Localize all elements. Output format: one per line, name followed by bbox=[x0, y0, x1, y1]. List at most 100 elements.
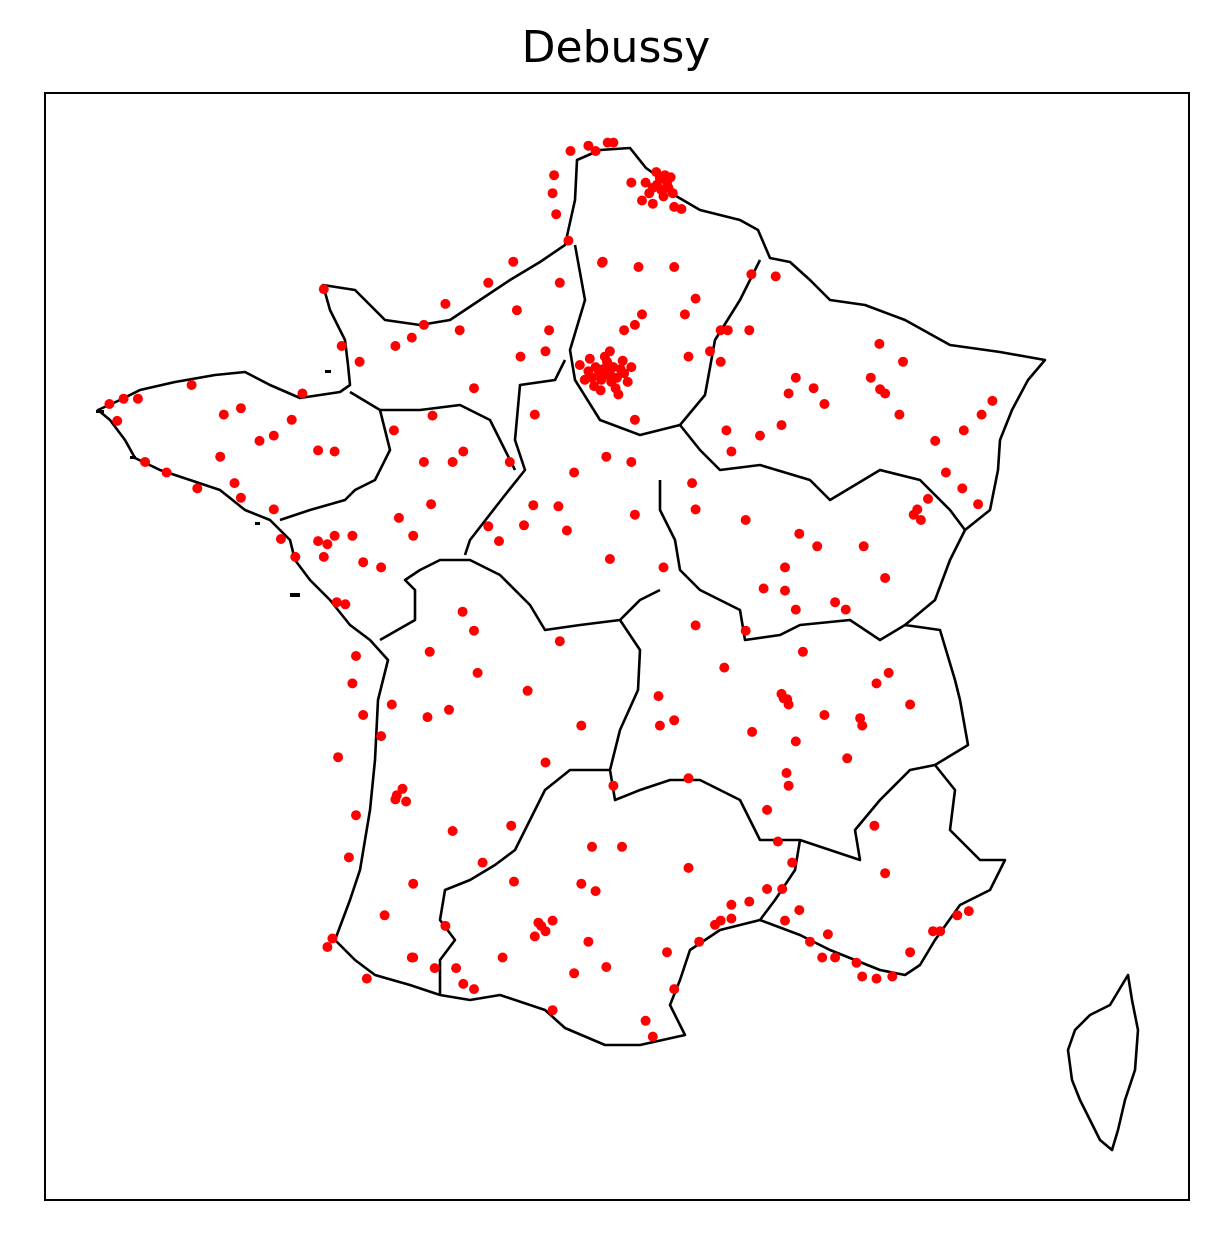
data-point bbox=[619, 368, 630, 379]
data-point bbox=[797, 646, 808, 657]
data-point bbox=[318, 551, 329, 562]
data-point bbox=[565, 146, 576, 156]
data-point bbox=[511, 305, 522, 316]
data-point bbox=[569, 968, 580, 979]
data-point bbox=[494, 536, 504, 547]
region-border bbox=[608, 619, 936, 862]
data-point bbox=[629, 414, 640, 425]
data-point bbox=[132, 393, 143, 404]
map-outline bbox=[96, 146, 1140, 1152]
data-point bbox=[963, 906, 974, 917]
data-point bbox=[715, 915, 726, 926]
region-border bbox=[279, 409, 392, 522]
data-point bbox=[254, 435, 265, 446]
data-point bbox=[758, 583, 769, 594]
data-point bbox=[858, 541, 869, 552]
data-point bbox=[669, 262, 680, 272]
data-point bbox=[715, 356, 726, 367]
data-point bbox=[690, 293, 701, 304]
data-point bbox=[376, 562, 387, 573]
data-point bbox=[880, 868, 891, 879]
data-point bbox=[819, 399, 830, 409]
data-point bbox=[397, 783, 408, 794]
data-point bbox=[887, 971, 898, 982]
data-point bbox=[653, 691, 664, 702]
region-border bbox=[678, 424, 967, 531]
data-point bbox=[547, 1005, 558, 1016]
data-point bbox=[794, 905, 805, 916]
data-point bbox=[726, 913, 737, 924]
data-point bbox=[440, 298, 451, 309]
data-point bbox=[590, 146, 601, 156]
data-point bbox=[519, 520, 529, 531]
data-point bbox=[215, 451, 226, 462]
data-point bbox=[540, 346, 551, 357]
data-point bbox=[540, 926, 551, 937]
data-point bbox=[790, 604, 801, 615]
data-point bbox=[551, 209, 562, 220]
data-point bbox=[808, 383, 819, 394]
data-point bbox=[583, 936, 594, 947]
data-point bbox=[390, 794, 401, 805]
data-point bbox=[192, 483, 203, 494]
data-point bbox=[426, 499, 437, 510]
data-point bbox=[506, 820, 517, 831]
data-point bbox=[361, 973, 372, 984]
data-point bbox=[336, 341, 347, 351]
data-point bbox=[544, 325, 555, 336]
data-point bbox=[583, 366, 594, 377]
region-border bbox=[438, 768, 610, 995]
data-point bbox=[118, 393, 129, 404]
data-point bbox=[690, 504, 701, 515]
data-point bbox=[587, 841, 597, 852]
data-point bbox=[744, 896, 755, 907]
data-point bbox=[576, 720, 587, 731]
data-point bbox=[626, 362, 637, 373]
data-point bbox=[772, 836, 783, 847]
island-mark bbox=[325, 370, 331, 373]
data-point bbox=[617, 355, 628, 366]
data-point bbox=[554, 636, 565, 647]
data-point bbox=[358, 557, 369, 568]
island-mark bbox=[96, 410, 104, 413]
data-point bbox=[604, 346, 615, 357]
data-point bbox=[313, 536, 324, 547]
data-point bbox=[472, 667, 483, 678]
data-point bbox=[905, 699, 916, 710]
data-point bbox=[393, 512, 404, 523]
data-point bbox=[869, 820, 880, 831]
data-point bbox=[422, 712, 433, 723]
data-point bbox=[851, 957, 862, 968]
data-point bbox=[679, 309, 690, 320]
data-point bbox=[719, 662, 730, 673]
region-border bbox=[463, 359, 567, 556]
data-point bbox=[762, 804, 773, 815]
data-point bbox=[351, 810, 361, 821]
data-point bbox=[857, 720, 868, 731]
data-point bbox=[762, 884, 773, 894]
data-point bbox=[447, 457, 458, 467]
data-point bbox=[469, 383, 479, 394]
data-point bbox=[440, 920, 451, 931]
data-point bbox=[161, 467, 172, 478]
data-point bbox=[780, 585, 790, 596]
data-point bbox=[721, 425, 732, 436]
data-point bbox=[579, 374, 590, 385]
data-point bbox=[640, 1015, 651, 1026]
data-point bbox=[590, 886, 601, 897]
data-point bbox=[822, 929, 833, 940]
data-point bbox=[883, 667, 894, 678]
data-point bbox=[812, 541, 823, 552]
data-point bbox=[112, 415, 123, 426]
data-point bbox=[329, 446, 340, 457]
data-point bbox=[780, 562, 790, 573]
data-point bbox=[770, 271, 781, 282]
data-point bbox=[857, 971, 868, 982]
data-point bbox=[658, 562, 669, 573]
data-point bbox=[976, 409, 987, 420]
data-point bbox=[613, 389, 624, 400]
region-border bbox=[758, 839, 802, 921]
data-point bbox=[905, 947, 916, 958]
data-point bbox=[747, 726, 758, 737]
